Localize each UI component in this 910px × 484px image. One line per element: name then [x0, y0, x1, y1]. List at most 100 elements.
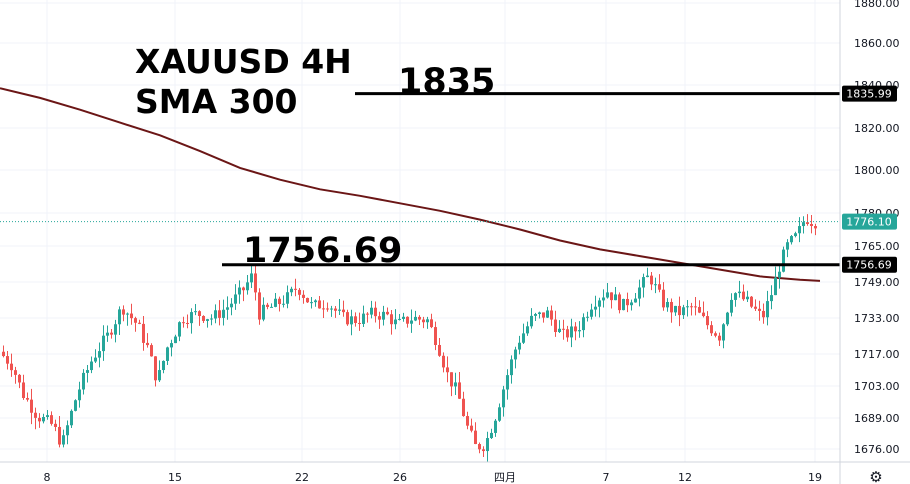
candle-body — [54, 423, 57, 427]
x-tick-label: 12 — [678, 471, 692, 484]
candle-body — [50, 415, 53, 424]
candle-body — [350, 316, 353, 325]
candle-body — [226, 307, 229, 310]
candle-body — [78, 389, 81, 401]
candle-body — [498, 407, 501, 421]
candle-body — [526, 326, 529, 334]
candle-body — [106, 332, 109, 336]
candle-body — [38, 417, 41, 422]
candle-body — [738, 291, 741, 294]
candle-body — [126, 313, 129, 315]
candle-layer — [2, 214, 817, 463]
candle-body — [290, 288, 293, 293]
candle-body — [378, 316, 381, 320]
candle-body — [154, 356, 157, 381]
y-tick-label: 1860.00 — [854, 37, 900, 50]
candle-body — [46, 415, 49, 418]
candle-body — [722, 324, 725, 341]
candle-body — [306, 297, 309, 303]
y-tick-label: 1689.00 — [854, 412, 900, 425]
candle-body — [366, 313, 369, 315]
candle-body — [214, 310, 217, 319]
candle-body — [470, 425, 473, 431]
candle-body — [230, 303, 233, 308]
candle-body — [714, 333, 717, 336]
candle-body — [618, 294, 621, 311]
candle-body — [594, 306, 597, 310]
level-label-1835: 1835 — [398, 62, 495, 102]
candle-body — [2, 351, 5, 357]
level-layer — [0, 92, 840, 267]
candle-body — [270, 306, 273, 308]
candle-body — [202, 315, 205, 321]
candle-body — [430, 319, 433, 328]
candle-body — [690, 306, 693, 308]
candle-body — [234, 294, 237, 304]
y-tick-label: 1820.00 — [854, 122, 900, 135]
candle-body — [558, 328, 561, 333]
candle-body — [206, 319, 209, 321]
candle-body — [590, 309, 593, 317]
candle-body — [578, 330, 581, 332]
candle-body — [786, 242, 789, 250]
candle-body — [746, 296, 749, 300]
candle-body — [734, 293, 737, 300]
candle-body — [586, 316, 589, 318]
candle-body — [294, 288, 297, 290]
candle-body — [686, 306, 689, 308]
candle-body — [362, 313, 365, 324]
candle-body — [530, 315, 533, 327]
candle-body — [6, 356, 9, 364]
candle-body — [110, 332, 113, 335]
candle-body — [370, 307, 373, 315]
candle-body — [774, 277, 777, 296]
candle-body — [326, 308, 329, 310]
candle-body — [562, 328, 565, 330]
candle-body — [694, 306, 697, 308]
candle-body — [706, 316, 709, 326]
candle-body — [502, 389, 505, 408]
y-tick-label: 1880.00 — [854, 0, 900, 10]
candle-body — [14, 370, 17, 375]
candle-body — [762, 310, 765, 318]
candle-body — [702, 312, 705, 317]
candle-body — [402, 316, 405, 319]
candle-body — [70, 410, 73, 426]
candle-body — [454, 382, 457, 387]
candle-body — [418, 316, 421, 320]
candle-body — [534, 314, 537, 316]
candle-body — [814, 226, 817, 229]
chart-title-sma: SMA 300 — [135, 82, 298, 121]
candle-body — [414, 316, 417, 321]
candle-body — [210, 318, 213, 320]
candle-body — [222, 309, 225, 318]
candle-body — [178, 322, 181, 337]
candle-body — [262, 304, 265, 320]
candle-body — [550, 310, 553, 320]
candle-body — [514, 349, 517, 360]
candle-body — [446, 367, 449, 373]
level-badge-1835: 1835.99 — [846, 88, 892, 101]
candle-body — [554, 319, 557, 333]
candle-body — [302, 294, 305, 298]
x-tick-label: 19 — [808, 471, 822, 484]
candle-body — [334, 308, 337, 311]
level-badge-1756: 1756.69 — [846, 259, 892, 272]
level-badge-1756-bg — [842, 256, 897, 273]
settings-gear-icon[interactable]: ⚙ — [869, 468, 882, 484]
candle-body — [646, 275, 649, 278]
y-tick-label: 1676.00 — [854, 443, 900, 456]
y-tick-label: 1800.00 — [854, 164, 900, 177]
candle-body — [374, 307, 377, 317]
candle-body — [18, 374, 21, 383]
candle-body — [266, 304, 269, 307]
candle-body — [342, 309, 345, 313]
candle-body — [122, 309, 125, 315]
candle-body — [286, 292, 289, 304]
candle-body — [410, 320, 413, 324]
candle-body — [602, 297, 605, 301]
candle-body — [754, 306, 757, 309]
